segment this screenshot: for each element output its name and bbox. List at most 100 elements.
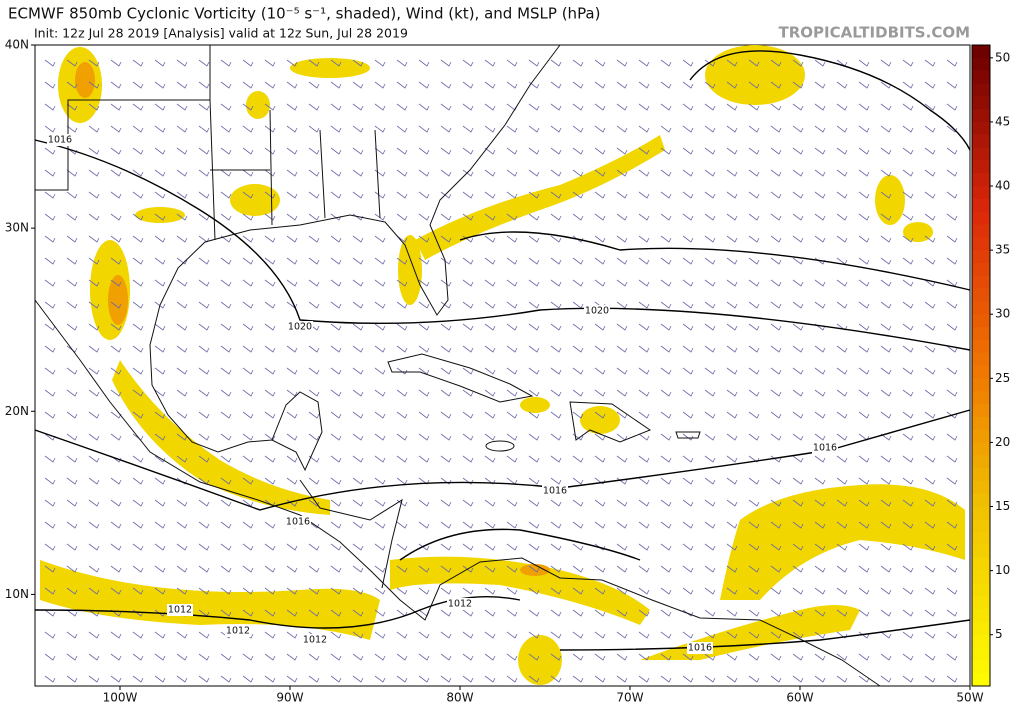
wind-barb [594,235,606,243]
wind-barb [726,455,738,463]
wind-barb [220,477,232,485]
colorbar-segment [972,532,990,546]
wind-barb [902,455,914,463]
wind-barb [880,587,892,595]
wind-barb [924,543,936,551]
wind-barb [704,301,716,309]
wind-barb [836,455,848,463]
wind-barb [440,59,452,67]
wind-barb [528,389,540,397]
wind-barb [726,257,738,265]
wind-barb [330,147,342,155]
wind-barb [242,279,254,287]
wind-barb [220,565,232,573]
wind-barb [880,323,892,331]
wind-barb [792,653,804,661]
wind-barb [154,191,166,199]
wind-barb [88,565,100,573]
wind-barb [814,499,826,507]
wind-barb [374,543,386,551]
wind-barb [946,81,958,89]
lon-tick-label: 70W [616,691,643,705]
colorbar-segment [972,83,990,97]
wind-barb [66,521,78,529]
wind-barb [528,169,540,177]
wind-barb [726,543,738,551]
wind-barb [440,301,452,309]
wind-barb [858,81,870,89]
wind-barb [682,345,694,353]
wind-barb [462,521,474,529]
wind-barb [154,301,166,309]
wind-barb [396,191,408,199]
wind-barb [814,609,826,617]
colorbar-segment [972,198,990,213]
wind-barb [880,411,892,419]
wind-barb [110,301,122,309]
wind-barb [308,389,320,397]
wind-barb [264,213,276,221]
wind-barb [572,147,584,155]
wind-barb [836,543,848,551]
wind-barb [726,301,738,309]
wind-barb [132,455,144,463]
wind-barb [528,565,540,573]
wind-barb [176,565,188,573]
wind-barb [902,675,914,683]
wind-barb [418,191,430,199]
wind-barb [946,301,958,309]
wind-barb [506,609,518,617]
wind-barb [264,477,276,485]
contour-label-bg [47,134,73,146]
colorbar-segment [972,583,990,597]
wind-barb [242,125,254,133]
wind-barb [946,455,958,463]
wind-barb [198,543,210,551]
wind-barb [308,565,320,573]
colorbar-tick-label: 20 [995,435,1010,449]
wind-barb [242,675,254,683]
wind-barb [264,279,276,287]
wind-barb [396,367,408,375]
wind-barb [44,631,56,639]
wind-barb [110,565,122,573]
wind-barb [44,367,56,375]
wind-barb [440,477,452,485]
wind-barb [660,191,672,199]
wind-barb [242,103,254,111]
wind-barb [264,653,276,661]
wind-barb [946,147,958,155]
wind-barb [440,103,452,111]
colorbar-segment [972,544,990,559]
wind-barb [726,609,738,617]
wind-barb [682,213,694,221]
wind-barb [440,499,452,507]
colorbar-segment [972,570,990,584]
wind-barb [264,367,276,375]
wind-barb [946,191,958,199]
wind-barb [924,147,936,155]
wind-barb [572,499,584,507]
wind-barb [748,213,760,221]
wind-barb [154,213,166,221]
wind-barb [660,301,672,309]
wind-barb [396,235,408,243]
wind-barb [770,191,782,199]
wind-barb [572,455,584,463]
wind-barb [550,191,562,199]
wind-barb [594,125,606,133]
wind-barb [550,521,562,529]
wind-barb [792,169,804,177]
wind-barb [924,81,936,89]
colorbar-segment [972,493,990,508]
wind-barb [220,301,232,309]
colorbar-tick-label: 10 [995,563,1010,577]
colorbar-segment [972,211,990,225]
wind-barb [572,323,584,331]
wind-barb [330,433,342,441]
wind-barb [704,125,716,133]
wind-barb [110,675,122,683]
wind-barb [242,521,254,529]
wind-barb [44,455,56,463]
init-line: Init: 12z Jul 28 2019 [Analysis] valid a… [34,26,408,41]
